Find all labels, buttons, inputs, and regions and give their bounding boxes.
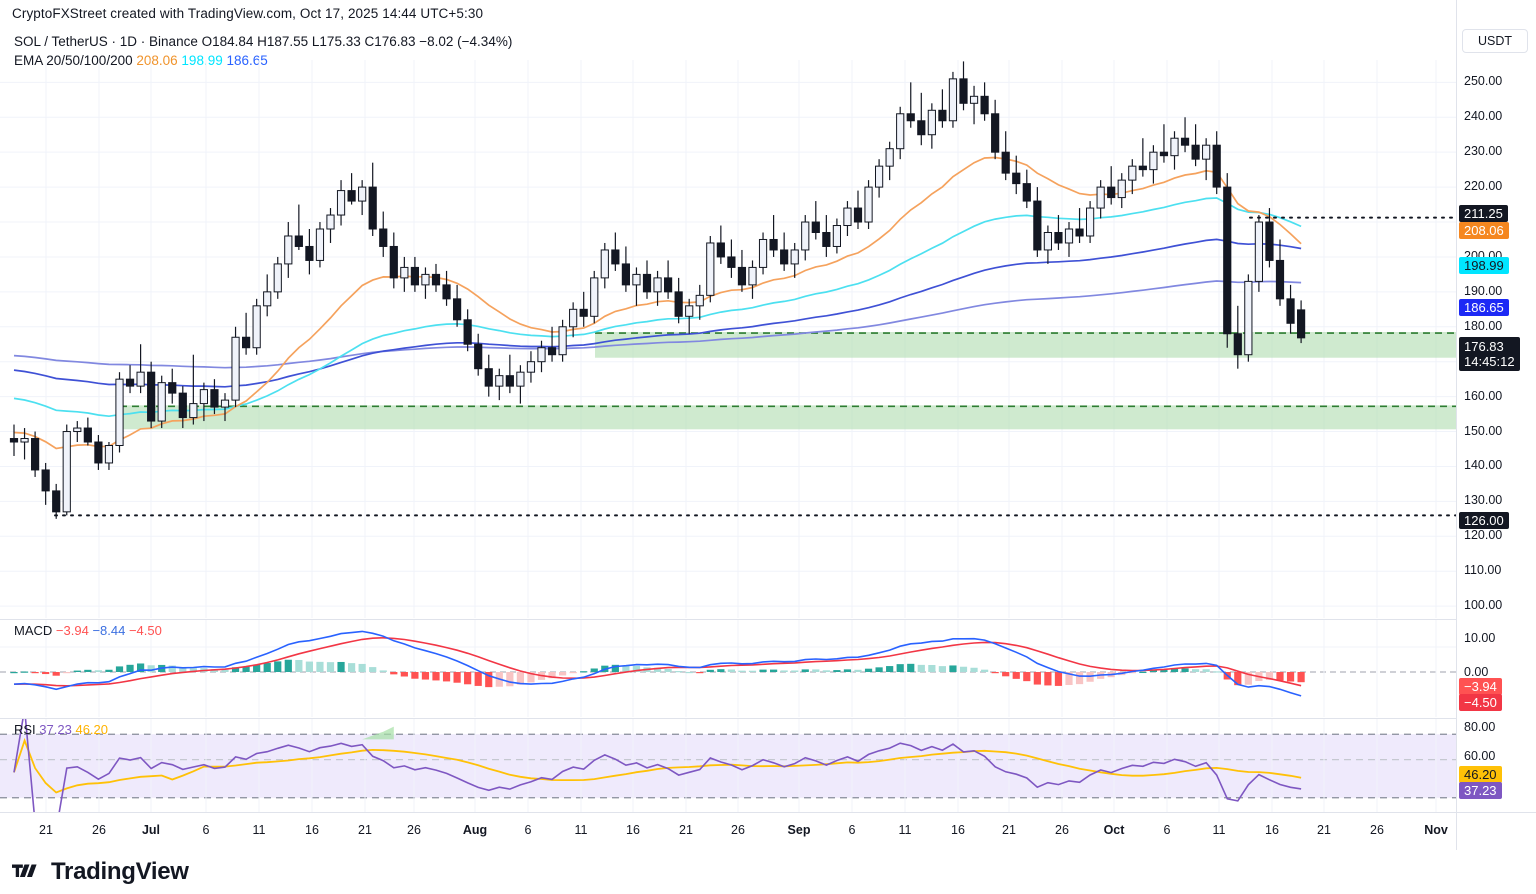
- time-label-26: 26: [1370, 823, 1384, 837]
- countdown-timer: 14:45:12: [1464, 354, 1515, 369]
- last-price-value: 176.83: [1464, 339, 1504, 354]
- ema-legend-label: EMA 20/50/100/200: [14, 53, 133, 68]
- time-label-oct: Oct: [1103, 823, 1125, 837]
- price-tick-140-00: 140.00: [1464, 458, 1503, 473]
- time-label-11: 11: [1212, 823, 1226, 837]
- ema100-legend-value: 186.65: [226, 53, 268, 68]
- attribution-text: CryptoFXStreet created with TradingView.…: [12, 6, 484, 21]
- price-tick-220-00: 220.00: [1464, 179, 1503, 194]
- price-tick-230-00: 230.00: [1464, 144, 1503, 159]
- price-tick-100-00: 100.00: [1464, 598, 1503, 613]
- time-label-11: 11: [574, 823, 588, 837]
- time-axis[interactable]: 21 26 Jul 6 11 16 21 26 Aug 6 11 16 21 26 Sep 6 11 16 21 26…: [0, 812, 1536, 851]
- tradingview-mark-icon: [12, 864, 37, 877]
- price-tick-130-00: 130.00: [1464, 493, 1503, 508]
- rsi-chart-svg: [0, 719, 1456, 812]
- ema20-legend-value: 208.06: [136, 53, 178, 68]
- currency-badge[interactable]: USDT: [1462, 29, 1528, 53]
- time-label-11: 11: [252, 823, 266, 837]
- time-axis-separator: [1456, 813, 1457, 851]
- macd-hist-value[interactable]: −3.94: [1459, 678, 1502, 695]
- time-label-26: 26: [731, 823, 745, 837]
- rsi-tick-80-00: 80.00: [1464, 720, 1496, 734]
- ema20-value[interactable]: 208.06: [1459, 222, 1509, 239]
- rsi-value[interactable]: 37.23: [1459, 782, 1502, 799]
- time-label-26: 26: [407, 823, 421, 837]
- price-pane[interactable]: [0, 60, 1456, 618]
- resistance-level[interactable]: 211.25: [1459, 205, 1508, 222]
- price-chart-svg: [0, 60, 1456, 618]
- price-tick-120-00: 120.00: [1464, 528, 1503, 543]
- footer: TradingView: [0, 850, 1536, 894]
- time-label-jul: Jul: [141, 823, 161, 837]
- price-tick-240-00: 240.00: [1464, 109, 1503, 124]
- time-label-16: 16: [626, 823, 640, 837]
- time-label-21: 21: [1002, 823, 1016, 837]
- time-label-16: 16: [1265, 823, 1279, 837]
- macd-pane[interactable]: [0, 619, 1456, 717]
- time-label-21: 21: [358, 823, 372, 837]
- time-label-16: 16: [951, 823, 965, 837]
- tradingview-logo: TradingView: [12, 858, 189, 886]
- ema50-legend-value: 198.99: [181, 53, 223, 68]
- time-label-21: 21: [1317, 823, 1331, 837]
- symbol-ohlc-line[interactable]: SOL / TetherUS · 1D · Binance O184.84 H1…: [14, 34, 513, 49]
- time-label-26: 26: [1055, 823, 1069, 837]
- chart-legend: SOL / TetherUS · 1D · Binance O184.84 H1…: [14, 32, 512, 70]
- price-scale[interactable]: [1456, 0, 1536, 838]
- time-label-6: 6: [848, 823, 856, 837]
- last-price[interactable]: 176.83 14:45:12: [1459, 337, 1520, 371]
- price-tick-250-00: 250.00: [1464, 74, 1503, 89]
- ema100-value[interactable]: 186.65: [1459, 299, 1509, 316]
- time-label-nov: Nov: [1424, 823, 1448, 837]
- macd-signal-value[interactable]: −4.50: [1459, 694, 1502, 711]
- time-label-16: 16: [305, 823, 319, 837]
- time-label-21: 21: [679, 823, 693, 837]
- macd-chart-svg: [0, 620, 1456, 717]
- time-label-6: 6: [1163, 823, 1171, 837]
- macd-tick-0-00: 0.00: [1464, 665, 1489, 679]
- ema-legend-row[interactable]: EMA 20/50/100/200 208.06 198.99 186.65: [14, 51, 512, 70]
- rsi-ma-value[interactable]: 46.20: [1459, 766, 1502, 783]
- rsi-pane[interactable]: [0, 718, 1456, 812]
- support-level[interactable]: 126.00: [1459, 512, 1509, 529]
- time-label-6: 6: [524, 823, 532, 837]
- time-label-26: 26: [92, 823, 106, 837]
- time-label-11: 11: [898, 823, 912, 837]
- price-tick-160-00: 160.00: [1464, 388, 1503, 403]
- price-tick-150-00: 150.00: [1464, 423, 1503, 438]
- tradingview-wordmark: TradingView: [51, 858, 189, 885]
- time-label-sep: Sep: [787, 823, 811, 837]
- ema50-value[interactable]: 198.99: [1459, 257, 1509, 274]
- macd-tick-10-00: 10.00: [1464, 631, 1496, 645]
- price-tick-190-00: 190.00: [1464, 283, 1503, 298]
- time-label-aug: Aug: [462, 823, 488, 837]
- time-label-21: 21: [39, 823, 53, 837]
- time-label-6: 6: [202, 823, 210, 837]
- price-tick-180-00: 180.00: [1464, 318, 1503, 333]
- price-tick-110-00: 110.00: [1464, 563, 1502, 578]
- rsi-tick-60-00: 60.00: [1464, 749, 1496, 763]
